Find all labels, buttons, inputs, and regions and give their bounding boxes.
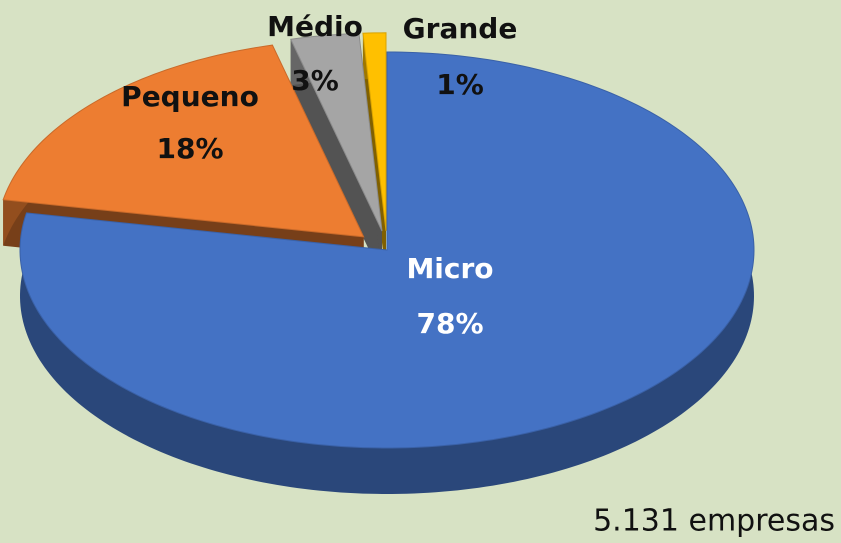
slice-top — [19, 51, 755, 449]
slice-top — [289, 32, 383, 232]
annotation: 5.131 empresas — [593, 504, 835, 539]
slice-label-value: 78% — [416, 307, 483, 340]
slice-label-name: Médio — [267, 10, 363, 43]
slice — [289, 32, 383, 278]
slice-label-name: Grande — [403, 12, 518, 45]
slice-label-value: 3% — [291, 64, 339, 97]
slice-top — [362, 32, 387, 231]
slice-label-name: Micro — [406, 252, 493, 285]
labels: Micro 78% Pequeno 18% Médio 3% Grande 1% — [121, 10, 517, 340]
slice-top — [2, 44, 365, 238]
slice-cut-face — [290, 39, 382, 278]
slice-label-value: 1% — [436, 68, 484, 101]
slice-label-value: 18% — [156, 132, 223, 165]
pie — [2, 32, 755, 494]
slice-label-name: Pequeno — [121, 80, 259, 113]
slice — [19, 51, 755, 494]
